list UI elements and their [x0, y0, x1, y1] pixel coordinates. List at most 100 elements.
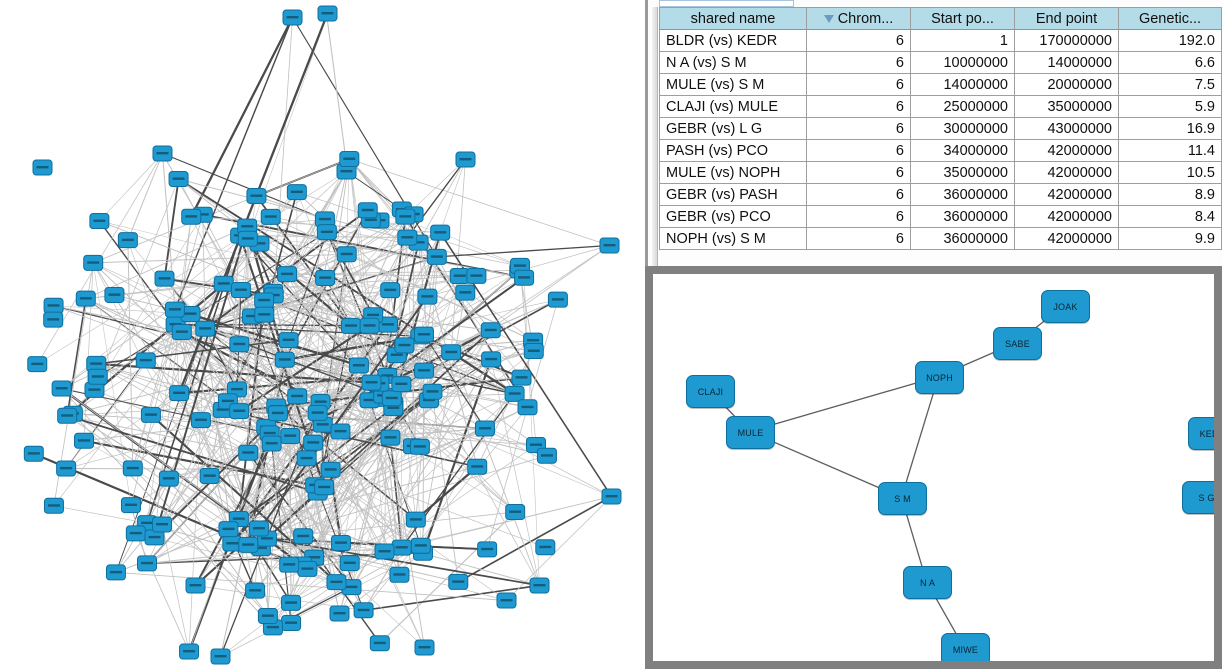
sub-network-node[interactable]: NOPH [915, 361, 964, 394]
main-network-edge[interactable] [132, 468, 229, 530]
cell-genetic[interactable]: 5.9 [1118, 95, 1222, 118]
main-network-edge[interactable] [146, 344, 240, 524]
main-network-edge[interactable] [94, 214, 203, 391]
main-network-edge[interactable] [296, 396, 385, 552]
cell-start_point[interactable]: 25000000 [910, 95, 1015, 118]
cell-start_point[interactable]: 36000000 [910, 183, 1015, 206]
main-network-edge[interactable] [351, 275, 461, 588]
main-network-edge[interactable] [174, 17, 294, 310]
column-header-start-point[interactable]: Start po... [910, 7, 1015, 30]
main-network-edge[interactable] [272, 383, 402, 628]
edge-table[interactable]: shared name Chrom... Start po... End poi… [659, 7, 1222, 250]
table-row[interactable]: NOPH (vs) S M 6 36000000 42000000 9.9 [659, 227, 1222, 250]
main-network-edge[interactable] [296, 219, 326, 397]
main-network-edge[interactable] [66, 414, 318, 494]
cell-genetic[interactable]: 11.4 [1118, 139, 1222, 162]
main-network-edge[interactable] [188, 328, 206, 652]
main-network-edge[interactable] [320, 401, 548, 457]
main-network-edge[interactable] [264, 214, 414, 315]
cell-chromosome[interactable]: 6 [806, 51, 911, 74]
main-network-edge[interactable] [256, 158, 350, 197]
sub-network-node[interactable]: S G [1182, 481, 1214, 514]
main-network-edge[interactable] [247, 13, 328, 239]
sub-network-node[interactable]: CLAJI [686, 375, 735, 408]
main-network-edge[interactable] [228, 325, 352, 530]
cell-start_point[interactable]: 14000000 [910, 73, 1015, 96]
main-network-edge[interactable] [314, 232, 441, 486]
main-network-canvas[interactable] [0, 0, 645, 669]
table-row[interactable]: N A (vs) S M 6 10000000 14000000 6.6 [659, 51, 1222, 74]
cell-end_point[interactable]: 42000000 [1014, 183, 1119, 206]
cell-start_point[interactable]: 30000000 [910, 117, 1015, 140]
table-row[interactable]: MULE (vs) S M 6 14000000 20000000 7.5 [659, 73, 1222, 96]
edge-table-panel[interactable]: shared name Chrom... Start po... End poi… [645, 0, 1222, 266]
cell-chromosome[interactable]: 6 [806, 73, 911, 96]
main-network-edge[interactable] [61, 191, 298, 389]
column-header-genetic[interactable]: Genetic... [1118, 7, 1222, 30]
main-network-view[interactable] [0, 0, 645, 669]
main-network-edge[interactable] [405, 216, 422, 546]
sub-network-node[interactable]: N A [903, 566, 952, 599]
cell-shared_name[interactable]: GEBR (vs) PCO [659, 205, 807, 228]
main-network-edge[interactable] [53, 505, 148, 524]
main-network-edge[interactable] [190, 313, 391, 439]
main-network-nodes[interactable] [23, 5, 622, 665]
main-network-edge[interactable] [307, 519, 417, 570]
sub-network-canvas[interactable]: JOAKMADRSABEBLDRNOPHCLAJIGEBRKEDRMULEL G… [653, 274, 1214, 661]
cell-shared_name[interactable]: NOPH (vs) S M [659, 227, 807, 250]
main-network-edge[interactable] [418, 159, 466, 243]
main-network-edge[interactable] [130, 401, 321, 506]
main-network-edge[interactable] [363, 547, 403, 611]
main-network-edge[interactable] [223, 283, 271, 434]
cell-start_point[interactable]: 10000000 [910, 51, 1015, 74]
cell-end_point[interactable]: 20000000 [1014, 73, 1119, 96]
main-network-edge[interactable] [204, 328, 365, 611]
main-network-edge[interactable] [115, 528, 229, 573]
main-network-edge[interactable] [436, 244, 610, 258]
cell-shared_name[interactable]: GEBR (vs) L G [659, 117, 807, 140]
main-network-edge[interactable] [146, 547, 402, 564]
sub-network-node[interactable]: MIWE [941, 633, 990, 661]
cell-shared_name[interactable]: BLDR (vs) KEDR [659, 29, 807, 52]
main-network-edge[interactable] [302, 458, 307, 537]
main-network-edge[interactable] [96, 339, 289, 365]
main-network-edge[interactable] [266, 455, 548, 540]
cell-chromosome[interactable]: 6 [806, 117, 911, 140]
cell-shared_name[interactable]: CLAJI (vs) MULE [659, 95, 807, 118]
main-network-edge[interactable] [92, 262, 229, 530]
main-network-edge[interactable] [401, 245, 610, 385]
cell-chromosome[interactable]: 6 [806, 161, 911, 184]
cell-shared_name[interactable]: N A (vs) S M [659, 51, 807, 74]
cell-genetic[interactable]: 16.9 [1118, 117, 1222, 140]
cell-shared_name[interactable]: MULE (vs) NOPH [659, 161, 807, 184]
main-network-edge[interactable] [256, 195, 326, 220]
table-row[interactable]: GEBR (vs) L G 6 30000000 43000000 16.9 [659, 117, 1222, 140]
main-network-edge[interactable] [178, 178, 389, 325]
main-network-edge[interactable] [238, 256, 438, 520]
main-network-edge[interactable] [178, 178, 425, 372]
main-network-edge[interactable] [389, 290, 414, 447]
main-network-edge[interactable] [209, 289, 242, 477]
main-network-edge[interactable] [220, 552, 424, 657]
cell-shared_name[interactable]: PASH (vs) PCO [659, 139, 807, 162]
main-network-edge[interactable] [114, 294, 176, 325]
cell-end_point[interactable]: 42000000 [1014, 227, 1119, 250]
main-network-edge[interactable] [178, 392, 292, 624]
main-network-edge[interactable] [132, 324, 176, 469]
column-header-chromosome[interactable]: Chrom... [806, 7, 911, 30]
main-network-edge[interactable] [223, 283, 405, 346]
sub-network-node[interactable]: SABE [993, 327, 1042, 360]
main-network-edge[interactable] [150, 237, 408, 416]
table-row[interactable]: MULE (vs) NOPH 6 35000000 42000000 10.5 [659, 161, 1222, 184]
main-network-edge[interactable] [96, 363, 318, 493]
main-network-edge[interactable] [238, 324, 371, 412]
main-network-edge[interactable] [267, 542, 342, 617]
main-network-edge[interactable] [287, 273, 428, 297]
cell-end_point[interactable]: 14000000 [1014, 51, 1119, 74]
main-network-edge[interactable] [146, 542, 341, 564]
cell-genetic[interactable]: 192.0 [1118, 29, 1222, 52]
cell-end_point[interactable]: 43000000 [1014, 117, 1119, 140]
main-network-edge[interactable] [190, 16, 294, 218]
cell-genetic[interactable]: 10.5 [1118, 161, 1222, 184]
main-network-edge[interactable] [450, 352, 540, 586]
